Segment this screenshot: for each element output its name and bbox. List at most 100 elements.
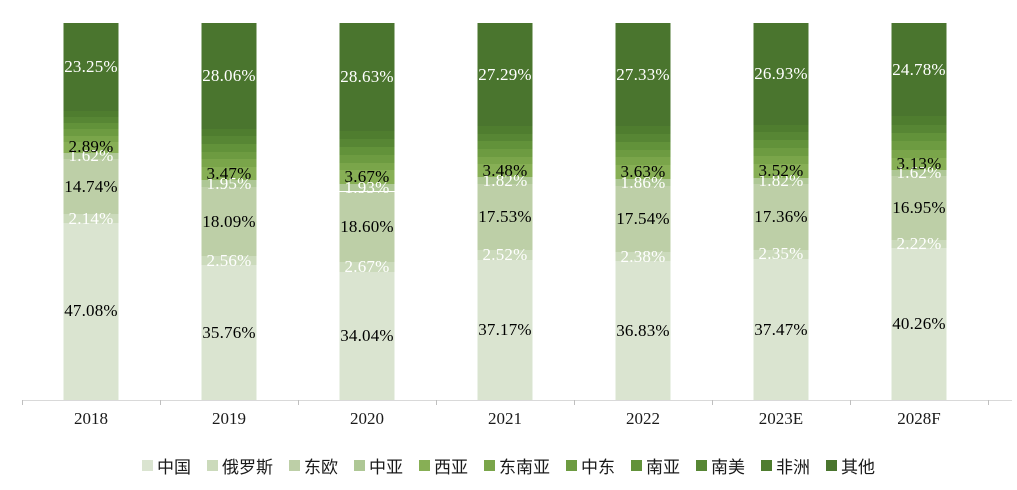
data-label-russia: 2.14% bbox=[68, 208, 114, 228]
segment-middle-east bbox=[891, 141, 947, 150]
legend-label-south-america: 南美 bbox=[711, 458, 745, 477]
segment-middle-east bbox=[753, 148, 809, 157]
data-label-china: 40.26% bbox=[892, 314, 946, 334]
segment-southeast-asia bbox=[891, 149, 947, 159]
data-label-other: 24.78% bbox=[892, 59, 946, 79]
legend-item-africa: 非洲 bbox=[761, 453, 810, 478]
segment-africa bbox=[201, 128, 257, 137]
segment-middle-east bbox=[615, 149, 671, 158]
x-axis-tick bbox=[160, 400, 161, 405]
data-label-eastern-europe: 14.74% bbox=[64, 176, 118, 196]
legend-label-eastern-europe: 东欧 bbox=[304, 458, 338, 477]
segment-south-america bbox=[201, 136, 257, 145]
data-label-central-asia: 1.82% bbox=[758, 171, 804, 191]
segment-southeast-asia bbox=[615, 157, 671, 166]
data-label-central-asia: 1.86% bbox=[620, 172, 666, 192]
segment-other bbox=[339, 23, 395, 131]
data-label-west-asia: 3.47% bbox=[206, 163, 252, 183]
data-label-eastern-europe: 18.60% bbox=[340, 216, 394, 236]
data-label-west-asia: 3.63% bbox=[620, 162, 666, 182]
data-label-west-asia: 2.89% bbox=[68, 137, 114, 157]
legend-item-south-asia: 南亚 bbox=[631, 453, 680, 478]
data-label-central-asia: 1.62% bbox=[68, 145, 114, 165]
data-label-russia: 2.56% bbox=[206, 250, 252, 270]
legend-item-other: 其他 bbox=[826, 453, 875, 478]
segment-central-asia bbox=[615, 179, 671, 187]
data-label-west-asia: 3.48% bbox=[482, 160, 528, 180]
data-label-central-asia: 1.95% bbox=[206, 173, 252, 193]
legend-swatch-china bbox=[142, 460, 153, 471]
data-label-russia: 2.67% bbox=[344, 256, 390, 276]
legend-swatch-russia bbox=[207, 460, 218, 471]
segment-other bbox=[63, 23, 119, 111]
legend-label-china: 中国 bbox=[157, 458, 191, 477]
segment-central-asia bbox=[891, 169, 947, 176]
legend-label-west-asia: 西亚 bbox=[434, 458, 468, 477]
segment-south-america bbox=[63, 116, 119, 124]
segment-south-america bbox=[891, 124, 947, 134]
segment-southeast-asia bbox=[201, 159, 257, 167]
data-label-china: 37.17% bbox=[478, 320, 532, 340]
segment-other bbox=[201, 23, 257, 129]
data-label-eastern-europe: 17.54% bbox=[616, 209, 670, 229]
data-label-west-asia: 3.67% bbox=[344, 167, 390, 187]
stacked-bar-2022: 36.83% 2.38% 17.54% 1.86% 3.63% 27.33% bbox=[615, 23, 671, 400]
legend-label-russia: 俄罗斯 bbox=[222, 458, 273, 477]
legend-swatch-central-asia bbox=[354, 460, 365, 471]
segment-africa bbox=[615, 126, 671, 134]
x-axis-tick bbox=[298, 400, 299, 405]
segment-russia bbox=[891, 239, 947, 249]
data-label-other: 26.93% bbox=[754, 63, 808, 83]
segment-south-asia bbox=[201, 144, 257, 152]
segment-south-asia bbox=[477, 141, 533, 149]
data-label-central-asia: 1.93% bbox=[344, 177, 390, 197]
data-label-eastern-europe: 17.36% bbox=[754, 207, 808, 227]
category-label-2019: 2019 bbox=[212, 409, 246, 428]
x-axis-tick bbox=[850, 400, 851, 405]
category-label-2023E: 2023E bbox=[758, 409, 804, 428]
data-label-other: 28.06% bbox=[202, 65, 256, 85]
segment-south-asia bbox=[339, 146, 395, 155]
stacked-bar-2019: 35.76% 2.56% 18.09% 1.95% 3.47% 28.06% bbox=[201, 23, 257, 400]
segment-russia bbox=[753, 249, 809, 259]
segment-west-asia bbox=[615, 165, 671, 180]
x-axis-tick bbox=[574, 400, 575, 405]
legend-item-china: 中国 bbox=[142, 453, 191, 478]
data-label-china: 34.04% bbox=[340, 325, 394, 345]
data-label-eastern-europe: 18.09% bbox=[202, 211, 256, 231]
bar-slot-2018: 47.08% 2.14% 14.74% 1.62% 2.89% 23.25% bbox=[22, 23, 160, 400]
segment-south-asia bbox=[891, 133, 947, 142]
segment-south-america bbox=[339, 138, 395, 147]
bar-slot-2019: 35.76% 2.56% 18.09% 1.95% 3.47% 28.06% bbox=[160, 23, 298, 400]
data-label-russia: 2.52% bbox=[482, 245, 528, 265]
category-label-2018: 2018 bbox=[74, 409, 108, 428]
legend-item-south-america: 南美 bbox=[696, 453, 745, 478]
data-label-china: 37.47% bbox=[754, 319, 808, 339]
data-label-china: 35.76% bbox=[202, 322, 256, 342]
segment-eastern-europe bbox=[753, 184, 809, 250]
bar-slot-2021: 37.17% 2.52% 17.53% 1.82% 3.48% 27.29% bbox=[436, 23, 574, 400]
segment-west-asia bbox=[63, 141, 119, 153]
segment-russia bbox=[477, 250, 533, 260]
segment-central-asia bbox=[63, 152, 119, 159]
data-label-china: 36.83% bbox=[616, 320, 670, 340]
data-label-west-asia: 3.52% bbox=[758, 161, 804, 181]
segment-south-america bbox=[753, 132, 809, 141]
data-label-other: 27.33% bbox=[616, 64, 670, 84]
segment-south-asia bbox=[753, 140, 809, 149]
segment-africa bbox=[339, 130, 395, 139]
stacked-bar-2023E: 37.47% 2.35% 17.36% 1.82% 3.52% 26.93% bbox=[753, 23, 809, 400]
legend-label-middle-east: 中东 bbox=[581, 458, 615, 477]
data-label-other: 27.29% bbox=[478, 64, 532, 84]
segment-other bbox=[615, 23, 671, 127]
legend-label-southeast-asia: 东南亚 bbox=[499, 458, 550, 477]
segment-central-asia bbox=[201, 180, 257, 188]
x-axis-line bbox=[22, 400, 1012, 401]
legend-swatch-africa bbox=[761, 460, 772, 471]
segment-south-america bbox=[477, 133, 533, 142]
data-label-russia: 2.35% bbox=[758, 244, 804, 264]
category-label-2021: 2021 bbox=[488, 409, 522, 428]
segment-south-asia bbox=[63, 123, 119, 130]
legend-swatch-southeast-asia bbox=[484, 460, 495, 471]
legend-label-other: 其他 bbox=[841, 458, 875, 477]
